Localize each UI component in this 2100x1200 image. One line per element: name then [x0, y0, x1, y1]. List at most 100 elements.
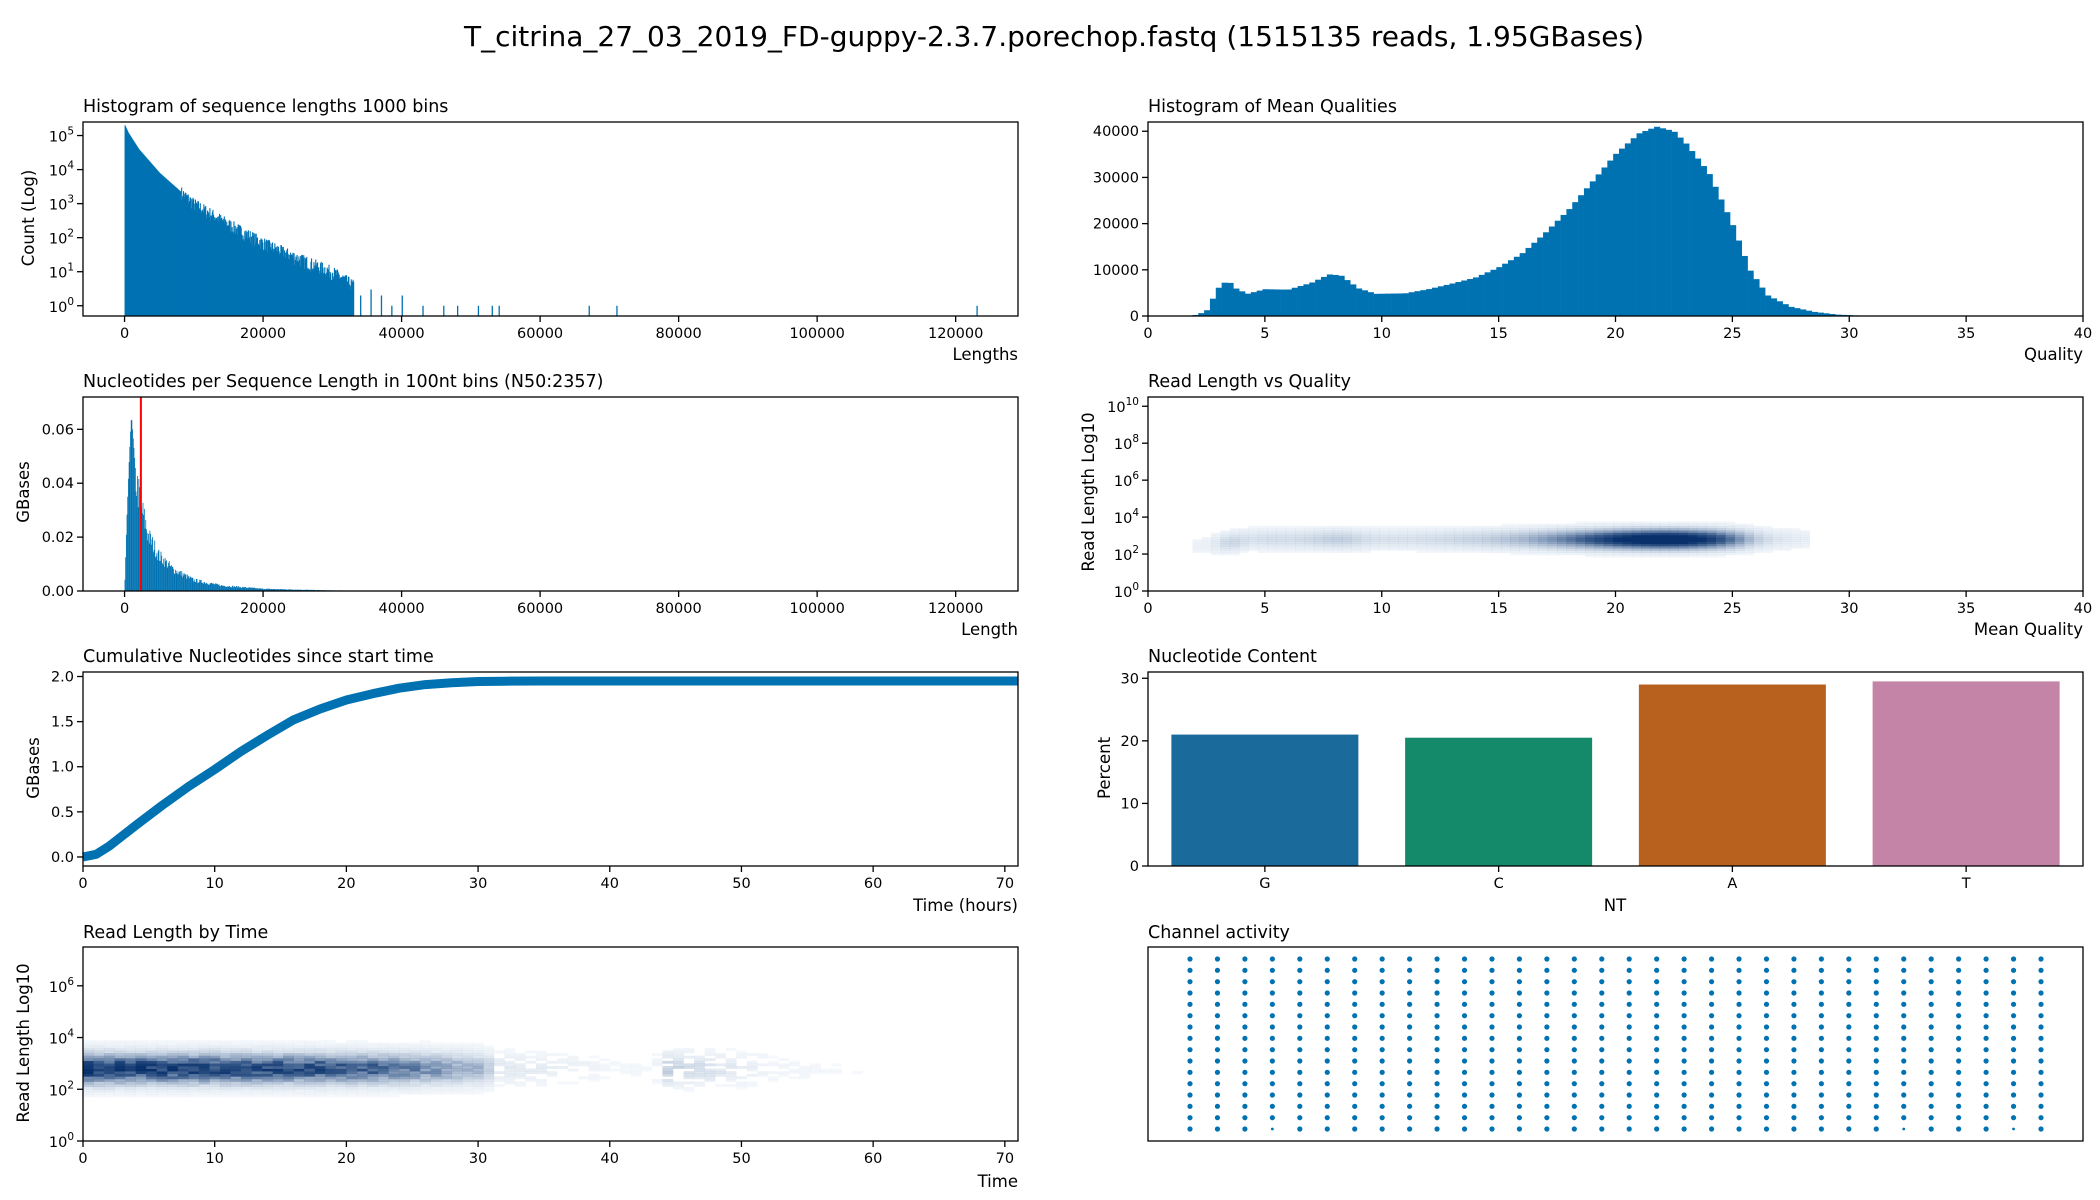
- length-vs-quality-bin: [1547, 530, 1558, 534]
- length-histogram-bar: [170, 183, 172, 316]
- length-by-time-bin: [451, 1065, 463, 1069]
- length-vs-quality-bin: [1360, 525, 1371, 529]
- channel-point: [1791, 1024, 1797, 1030]
- nucleotides-per-length-bar: [210, 583, 212, 591]
- channel-point: [1242, 967, 1248, 973]
- length-by-time-bin: [114, 1091, 126, 1095]
- length-by-time-bin: [198, 1068, 210, 1072]
- channel-point: [2010, 1081, 2017, 1087]
- length-by-time-bin: [831, 1063, 842, 1067]
- length-vs-quality-bin: [1650, 541, 1661, 545]
- channel-point: [1681, 979, 1687, 985]
- quality-histogram-bar: [1315, 279, 1322, 316]
- length-histogram-bar: [258, 244, 260, 316]
- nucleotides-per-length-bar: [218, 584, 220, 591]
- channel-point: [1736, 967, 1742, 973]
- nucleotides-per-length-bar: [274, 589, 276, 591]
- nucleotides-per-length-bar: [193, 579, 195, 591]
- length-histogram-bar: [202, 211, 204, 316]
- length-vs-quality-bin: [1538, 545, 1549, 549]
- nucleotides-per-length-bar: [199, 579, 201, 591]
- length-vs-quality-bin: [1276, 548, 1287, 551]
- length-by-time-bin: [135, 1071, 147, 1075]
- length-by-time-bin: [83, 1047, 94, 1051]
- quality-histogram-bar: [1537, 237, 1544, 316]
- length-vs-quality-bin: [1454, 534, 1464, 538]
- length-by-time-bin: [430, 1050, 442, 1054]
- length-vs-quality-bin: [1659, 541, 1670, 545]
- channel-point: [1956, 1126, 1962, 1132]
- length-histogram-bar: [271, 243, 273, 316]
- length-by-time-bin: [272, 1063, 284, 1067]
- length-histogram-bar: [276, 246, 278, 316]
- length-vs-quality-bin: [1529, 525, 1539, 529]
- channel-point: [1324, 1092, 1330, 1098]
- length-by-time-bin: [346, 1073, 358, 1077]
- length-vs-quality-bin: [1220, 543, 1231, 547]
- length-vs-quality-bin: [1800, 537, 1810, 540]
- length-by-time-bin: [388, 1094, 400, 1098]
- length-vs-quality-bin: [1211, 532, 1221, 536]
- length-by-time-bin: [146, 1042, 158, 1046]
- length-histogram-bar: [253, 246, 255, 316]
- length-by-time-bin: [230, 1071, 242, 1075]
- length-by-time-bin: [493, 1076, 505, 1080]
- nucleotides-per-length-bar: [287, 589, 289, 591]
- length-vs-quality-bin: [1725, 545, 1736, 549]
- length-vs-quality-bin: [1398, 541, 1408, 545]
- channel-point: [1599, 1058, 1605, 1064]
- length-vs-quality-bin: [1716, 552, 1726, 556]
- channel-point: [1544, 1081, 1550, 1087]
- cumulative-xtick-label: 10: [205, 876, 223, 892]
- length-vs-quality-bin: [1557, 552, 1567, 556]
- channel-point: [1269, 1047, 1275, 1053]
- channel-point: [1461, 1081, 1468, 1087]
- nucleotides-per-length-bar: [132, 429, 133, 591]
- channel-point: [1983, 1013, 1989, 1019]
- length-vs-quality-bin: [1519, 534, 1530, 538]
- length-vs-quality-bin: [1500, 525, 1511, 529]
- length-by-time-bin: [430, 1091, 442, 1095]
- quality-histogram-bar: [1578, 195, 1585, 316]
- length-by-time-bin: [504, 1053, 516, 1056]
- channel-point: [1736, 1001, 1742, 1007]
- length-vs-quality-bin: [1557, 528, 1567, 531]
- length-by-time-bin: [483, 1076, 495, 1080]
- length-vs-quality-bin: [1594, 545, 1605, 549]
- length-by-time-bin: [588, 1076, 600, 1080]
- length-by-time-bin: [715, 1071, 726, 1075]
- length-by-time-bin: [93, 1084, 105, 1087]
- length-vs-quality-xtick-label: 30: [1840, 601, 1858, 617]
- length-histogram-bar: [328, 264, 330, 316]
- length-by-time-bin: [177, 1086, 189, 1090]
- length-vs-quality-bin: [1313, 534, 1324, 538]
- length-vs-quality-bin: [1295, 532, 1306, 536]
- length-vs-quality-bin: [1313, 548, 1324, 551]
- length-by-time-bin: [83, 1058, 94, 1062]
- channel-point: [1956, 1081, 1962, 1087]
- length-by-time-bin: [356, 1045, 368, 1049]
- channel-point: [1242, 1115, 1248, 1121]
- channel-point: [1901, 1058, 1907, 1064]
- length-by-time-bin: [399, 1084, 410, 1087]
- length-vs-quality-bin: [1267, 532, 1277, 536]
- length-by-time-bin: [788, 1060, 800, 1064]
- channel-point: [1846, 967, 1852, 973]
- length-by-time-bin: [209, 1050, 221, 1054]
- length-vs-quality-bin: [1491, 525, 1502, 529]
- nucleotides-per-length-bar: [134, 468, 136, 591]
- length-by-time-bin: [283, 1089, 295, 1093]
- length-vs-quality-bin: [1276, 528, 1287, 531]
- length-by-time-bin: [146, 1071, 158, 1075]
- length-by-time-xtick-label: 50: [732, 1151, 750, 1167]
- nucleotides-per-length-bar: [191, 577, 193, 591]
- length-by-time-bin: [504, 1050, 516, 1054]
- quality-histogram-bar: [1811, 311, 1818, 316]
- channel-point: [1708, 1013, 1715, 1019]
- length-by-time-bin: [325, 1081, 337, 1085]
- length-histogram-bar: [351, 281, 354, 316]
- channel-point: [1983, 1047, 1989, 1053]
- length-vs-quality-bin: [1220, 537, 1231, 540]
- nucleotides-per-length-bar: [246, 587, 248, 591]
- length-histogram-bar: [254, 233, 256, 316]
